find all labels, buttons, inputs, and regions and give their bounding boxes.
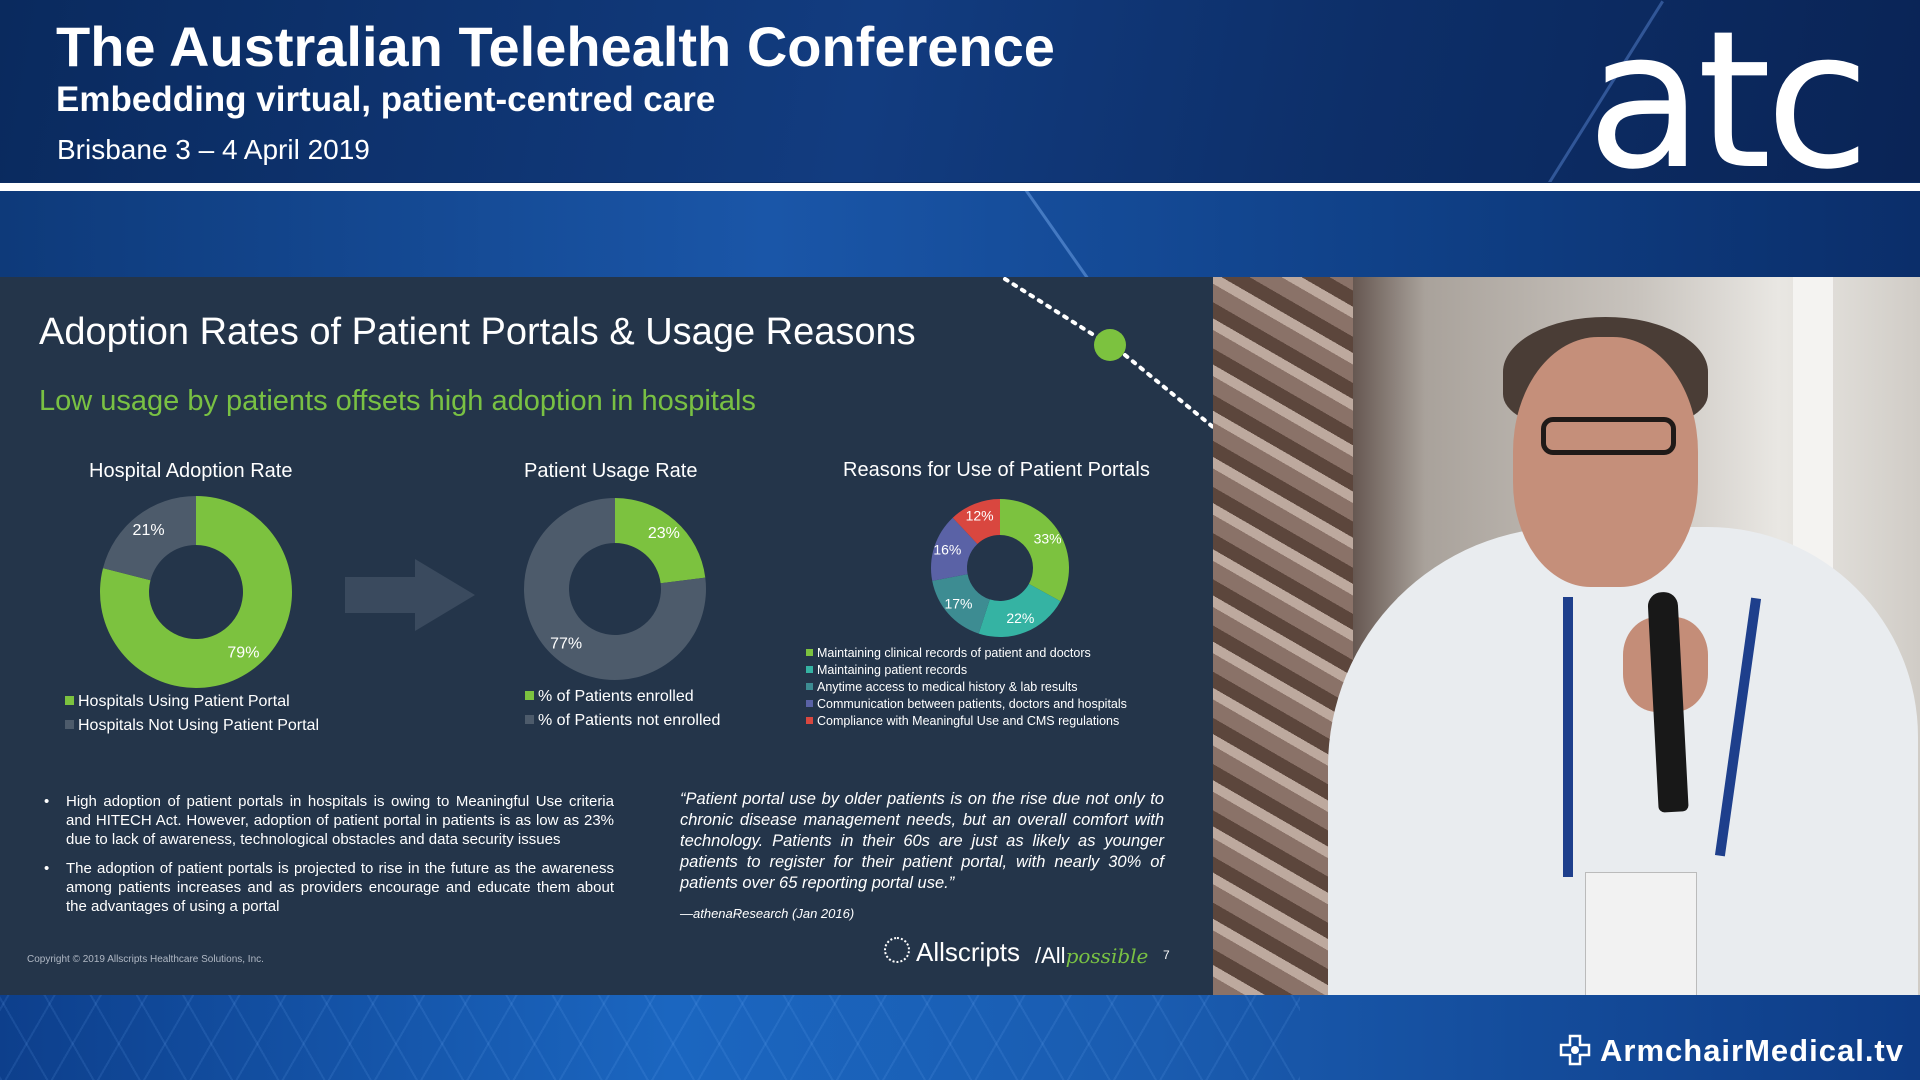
- donut-slice: [524, 498, 706, 680]
- donut-slice: [978, 583, 1061, 637]
- legend-label: Anytime access to medical history & lab …: [817, 680, 1078, 694]
- data-label: 21%: [133, 522, 165, 539]
- legend-label: Hospitals Not Using Patient Portal: [78, 717, 319, 734]
- data-label: 33%: [1034, 531, 1062, 547]
- legend-swatch: [806, 717, 813, 724]
- legend-item: % of Patients enrolled: [525, 685, 720, 709]
- legend-swatch: [65, 720, 74, 729]
- legend-item: Communication between patients, doctors …: [806, 696, 1127, 713]
- tagline: /Allpossible: [1035, 943, 1149, 968]
- donut-slice: [615, 498, 706, 584]
- legend-item: Hospitals Using Patient Portal: [65, 690, 319, 714]
- slide-subtitle: Low usage by patients offsets high adopt…: [39, 385, 756, 417]
- armchairmedical-logo: ArmchairMedical.tv: [1558, 1033, 1904, 1069]
- allscripts-brand: Allscripts: [916, 937, 1021, 967]
- legend-label: Hospitals Using Patient Portal: [78, 693, 290, 710]
- reasons-legend: Maintaining clinical records of patient …: [806, 645, 1127, 730]
- quote-text: “Patient portal use by older patients is…: [680, 790, 1164, 892]
- allscripts-logo: Allscripts: [884, 937, 1020, 968]
- slide-title: Adoption Rates of Patient Portals & Usag…: [39, 311, 916, 353]
- legend-label: % of Patients enrolled: [538, 688, 694, 705]
- data-label: 77%: [550, 636, 582, 653]
- hex-pattern: [0, 995, 1300, 1080]
- legend-label: Compliance with Meaningful Use and CMS r…: [817, 714, 1120, 728]
- donut-slice: [952, 499, 1000, 544]
- hospital-adoption-donut: 79% 21%: [99, 496, 292, 688]
- name-badge: [1585, 872, 1697, 995]
- chart-title-hospital-adoption: Hospital Adoption Rate: [89, 460, 293, 482]
- atc-logo: atc: [1586, 0, 1870, 183]
- legend-swatch: [65, 696, 74, 705]
- donut-slice: [931, 517, 978, 581]
- donut-slice: [99, 496, 292, 688]
- legend-label: Maintaining clinical records of patient …: [817, 646, 1091, 660]
- legend-swatch: [806, 649, 813, 656]
- legend-label: Maintaining patient records: [817, 663, 968, 677]
- chart-title-reasons: Reasons for Use of Patient Portals: [843, 459, 1150, 481]
- patient-usage-donut: 23% 77%: [524, 498, 706, 680]
- quote-source: —athenaResearch (Jan 2016): [680, 906, 855, 921]
- footer-brand: ArmchairMedical.tv: [1600, 1033, 1904, 1068]
- arrow-icon: [345, 559, 475, 631]
- speaker-video: [1213, 277, 1920, 995]
- data-label: 16%: [933, 542, 961, 558]
- band-bevel: [1014, 191, 1109, 277]
- legend-item: Compliance with Meaningful Use and CMS r…: [806, 713, 1127, 730]
- data-label: 22%: [1006, 610, 1034, 626]
- legend-item: Maintaining patient records: [806, 662, 1127, 679]
- data-label: 12%: [966, 507, 994, 523]
- patient-usage-legend: % of Patients enrolled % of Patients not…: [525, 685, 720, 733]
- conference-subtitle: Embedding virtual, patient-centred care: [56, 80, 716, 119]
- copyright-text: Copyright © 2019 Allscripts Healthcare S…: [27, 954, 264, 965]
- legend-item: % of Patients not enrolled: [525, 709, 720, 733]
- conference-header: The Australian Telehealth Conference Emb…: [0, 0, 1920, 182]
- bullet-list: High adoption of patient portals in hosp…: [44, 792, 614, 926]
- bullet-item: The adoption of patient portals is proje…: [44, 859, 614, 916]
- green-dot: [1094, 329, 1126, 361]
- donut-slice: [103, 496, 196, 581]
- presentation-slide: Adoption Rates of Patient Portals & Usag…: [0, 277, 1213, 995]
- header-divider: [0, 183, 1920, 191]
- legend-swatch: [806, 666, 813, 673]
- speaker-glasses: [1541, 417, 1676, 455]
- tagline-possible: possible: [1065, 944, 1149, 968]
- medical-cross-icon: [1559, 1034, 1591, 1066]
- data-label: 79%: [227, 644, 259, 661]
- legend-swatch: [525, 715, 534, 724]
- legend-item: Maintaining clinical records of patient …: [806, 645, 1127, 662]
- chart-title-patient-usage: Patient Usage Rate: [524, 460, 698, 482]
- footer-bar: ArmchairMedical.tv: [0, 995, 1920, 1080]
- legend-swatch: [525, 691, 534, 700]
- legend-swatch: [806, 700, 813, 707]
- speaker-head: [1513, 337, 1698, 587]
- legend-item: Hospitals Not Using Patient Portal: [65, 714, 319, 738]
- data-label: 17%: [944, 595, 972, 611]
- allscripts-mark-icon: [884, 937, 910, 963]
- legend-label: Communication between patients, doctors …: [817, 697, 1127, 711]
- hospital-adoption-legend: Hospitals Using Patient Portal Hospitals…: [65, 690, 319, 738]
- legend-label: % of Patients not enrolled: [538, 712, 721, 729]
- data-label: 23%: [648, 525, 680, 542]
- legend-swatch: [806, 683, 813, 690]
- lanyard: [1563, 597, 1573, 877]
- header-band: [0, 191, 1920, 277]
- donut-slice: [1000, 499, 1069, 602]
- conference-title: The Australian Telehealth Conference: [56, 15, 1055, 78]
- bullet-item: High adoption of patient portals in hosp…: [44, 792, 614, 849]
- legend-item: Anytime access to medical history & lab …: [806, 679, 1127, 696]
- donut-slice: [932, 574, 990, 634]
- tagline-all: All: [1041, 943, 1066, 968]
- page-number: 7: [1163, 948, 1170, 962]
- reasons-donut: 33% 22% 17% 16% 12%: [931, 499, 1069, 637]
- conference-date: Brisbane 3 – 4 April 2019: [57, 134, 370, 165]
